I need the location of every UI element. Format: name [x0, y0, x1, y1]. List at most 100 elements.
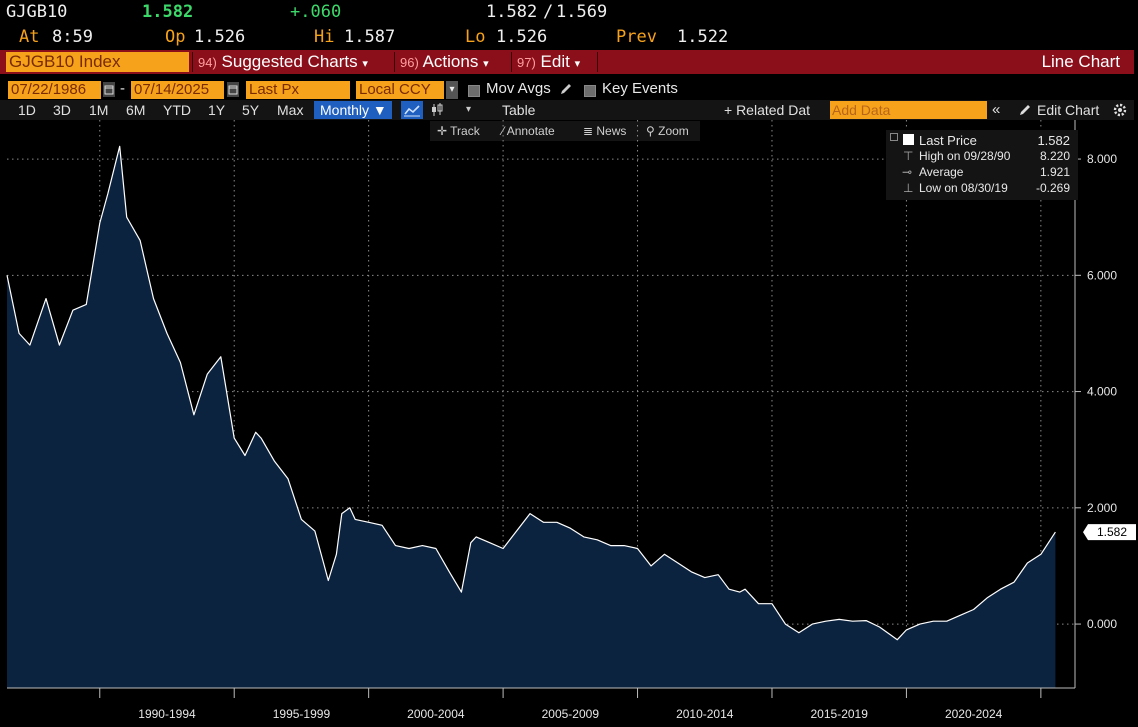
x-tick-label: 1990-1994 [138, 707, 196, 721]
security-field[interactable]: GJGB10 Index [6, 52, 189, 72]
news-tool[interactable]: ≣ News [583, 122, 626, 140]
chevron-down-icon: ▾ [574, 58, 581, 70]
pencil-icon[interactable] [1018, 103, 1032, 122]
candlestick-icon[interactable] [428, 101, 446, 124]
y-tick-label: 4.000 [1087, 385, 1117, 399]
menu-divider [597, 52, 598, 72]
price-field-select[interactable]: Last Px [246, 81, 350, 99]
last-price-tag [1083, 524, 1136, 541]
actions-menu[interactable]: 96) Actions ▾ [400, 50, 489, 74]
range-button-6m[interactable]: 6M [126, 102, 146, 118]
mov-avgs-checkbox[interactable] [468, 85, 480, 97]
high-label: Hi [314, 27, 335, 47]
chart-type-title[interactable]: Line Chart [1041, 52, 1120, 71]
time-label: At [19, 27, 40, 47]
related-data-button[interactable]: + Related Dat [724, 102, 810, 118]
track-tool[interactable]: ✛ Track [437, 122, 480, 140]
yield-chart[interactable]: 8.000 6.000 4.000 2.000 0.000 1990-1994 1995-1… [0, 120, 1138, 727]
time-value: 8:59 [52, 27, 93, 47]
key-events-checkbox[interactable] [584, 85, 596, 97]
range-button-1m[interactable]: 1M [89, 102, 109, 118]
chevron-down-icon[interactable]: ▾ [466, 104, 472, 115]
low-value: 1.526 [496, 27, 548, 47]
legend-low-value: -0.269 [1035, 181, 1070, 195]
zoom-tool[interactable]: ⚲ Zoom [646, 122, 689, 140]
function-menubar: GJGB10 Index 94) Suggested Charts ▾ 96) … [0, 50, 1134, 74]
edit-chart-button[interactable]: Edit Chart [1037, 102, 1100, 118]
track-label: Track [450, 124, 480, 138]
actions-number: 96) [400, 55, 419, 70]
start-date-field[interactable]: 07/22/1986 [8, 81, 101, 99]
edit-number: 97) [517, 55, 536, 70]
news-icon: ≣ [583, 124, 597, 138]
add-data-input[interactable]: Add Data [830, 101, 987, 119]
x-tick-label: 1995-1999 [273, 707, 331, 721]
collapse-icon[interactable]: « [992, 101, 1001, 118]
bid-ask-separator: / [543, 2, 554, 22]
y-tick-label: 0.000 [1087, 617, 1117, 631]
range-button-5y[interactable]: 5Y [242, 102, 260, 118]
x-tick-label: 2015-2019 [811, 707, 869, 721]
open-value: 1.526 [194, 27, 246, 47]
menu-divider [511, 52, 512, 72]
frequency-select[interactable]: Monthly ▼ [314, 101, 392, 119]
range-button-max[interactable]: Max [277, 102, 304, 118]
range-button-3d[interactable]: 3D [53, 102, 71, 118]
range-button-1d[interactable]: 1D [18, 102, 36, 118]
chevron-down-icon: ▾ [483, 58, 489, 70]
open-label: Op [165, 27, 186, 47]
menu-divider [394, 52, 395, 72]
calendar-icon[interactable] [103, 82, 115, 97]
chevron-down-icon[interactable]: ▾ [446, 81, 458, 99]
high-value: 1.587 [344, 27, 396, 47]
zoom-label: Zoom [658, 124, 689, 138]
legend-high-value: 8.220 [1039, 149, 1070, 163]
bid-price: 1.582 [486, 2, 538, 22]
pencil-icon[interactable] [559, 82, 573, 101]
annotate-label: Annotate [506, 124, 555, 138]
ask-price: 1.569 [556, 2, 608, 22]
range-button-ytd[interactable]: YTD [163, 102, 191, 118]
x-tick-label: 2005-2009 [542, 707, 600, 721]
prev-value: 1.522 [677, 27, 729, 47]
suggested-charts-menu[interactable]: 94) Suggested Charts ▾ [198, 50, 368, 74]
y-tick-label: 8.000 [1087, 152, 1117, 166]
legend-collapse-icon[interactable] [890, 133, 898, 141]
line-chart-icon[interactable] [401, 101, 423, 119]
news-label: News [596, 124, 627, 138]
chart-tools-bar [430, 121, 700, 141]
edit-menu[interactable]: 97) Edit ▾ [517, 50, 580, 74]
magnifier-icon: ⚲ [646, 124, 659, 138]
high-marker-icon: ⊤ [903, 149, 914, 163]
end-date-field[interactable]: 07/14/2025 [131, 81, 224, 99]
x-tick-label: 2020-2024 [945, 707, 1003, 721]
key-events-label: Key Events [602, 80, 678, 97]
x-tick-label: 2010-2014 [676, 707, 734, 721]
range-button-1y[interactable]: 1Y [208, 102, 226, 118]
legend-avg-label: Average [919, 165, 964, 179]
suggested-charts-number: 94) [198, 55, 217, 70]
x-tick-label: 2000-2004 [407, 707, 465, 721]
average-marker-icon: ⊸ [902, 165, 913, 179]
chart-legend: Last Price 1.582 ⊤ High on 09/28/90 8.22… [886, 130, 1078, 200]
ticker-symbol: GJGB10 [6, 2, 68, 22]
price-change: +.060 [290, 2, 342, 22]
gear-icon[interactable] [1112, 102, 1128, 123]
date-range-dash: - [120, 80, 125, 97]
edit-label: Edit [540, 52, 570, 71]
currency-select[interactable]: Local CCY [356, 81, 444, 99]
legend-last-value: 1.582 [1037, 133, 1070, 148]
table-button[interactable]: Table [502, 102, 536, 118]
legend-avg-value: 1.921 [1039, 165, 1070, 179]
legend-high-label: High on 09/28/90 [919, 149, 1011, 163]
mov-avgs-label: Mov Avgs [486, 80, 551, 97]
y-tick-label: 2.000 [1087, 501, 1117, 515]
last-price-tag-label: 1.582 [1097, 525, 1127, 539]
low-marker-icon: ⊥ [903, 181, 914, 195]
y-tick-label: 6.000 [1087, 268, 1117, 282]
calendar-icon[interactable] [227, 82, 239, 97]
yield-line [6, 145, 1056, 641]
prev-label: Prev [616, 27, 657, 47]
low-label: Lo [465, 27, 486, 47]
legend-last-label: Last Price [919, 133, 977, 148]
